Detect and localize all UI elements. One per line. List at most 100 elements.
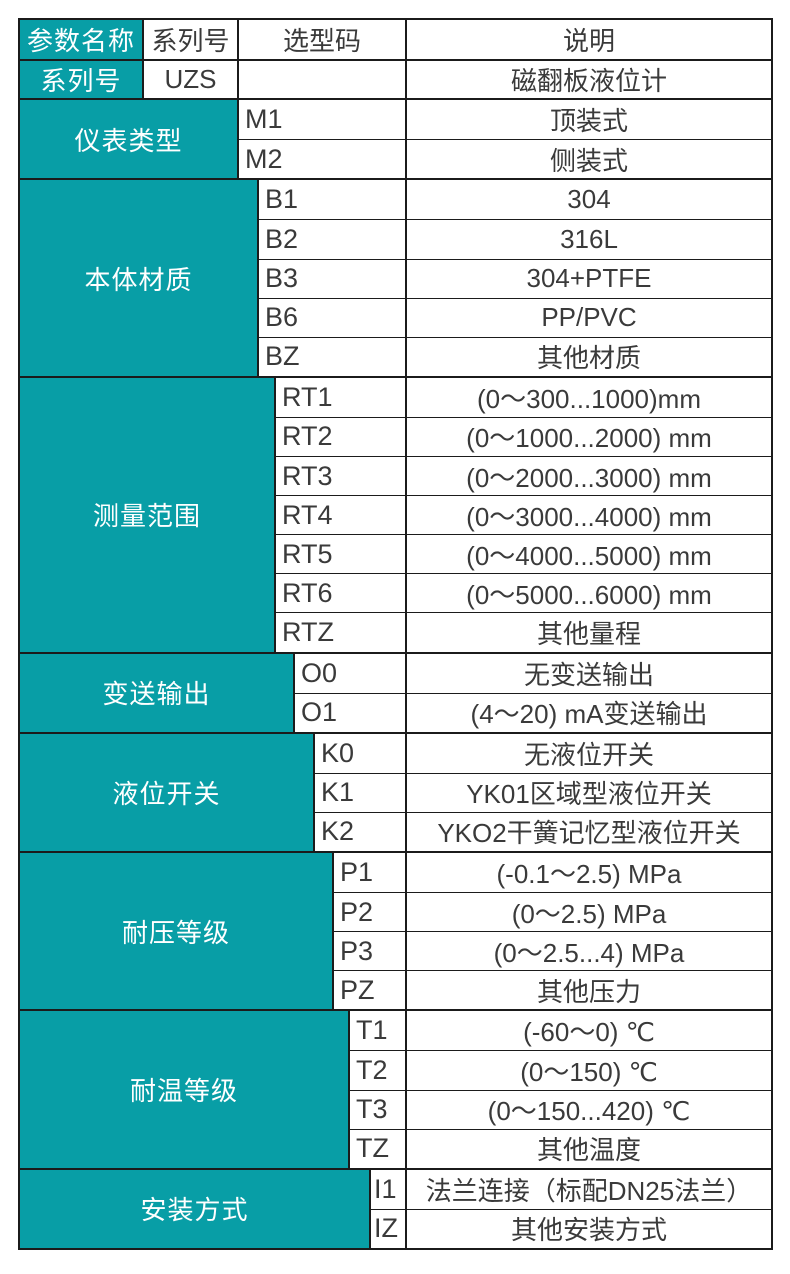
desc-cell: 304 bbox=[405, 180, 771, 220]
desc-cell: 法兰连接（标配DN25法兰） bbox=[405, 1169, 771, 1209]
code-cell: M2 bbox=[237, 140, 405, 179]
code-cell: PZ bbox=[332, 971, 405, 1010]
code-cell: O1 bbox=[293, 693, 405, 732]
table-row: P2 (0～2.5) MPa bbox=[332, 892, 771, 932]
desc-cell: 其他安装方式 bbox=[405, 1209, 771, 1248]
selection-table: 参数名称 系列号 选型码 说明 系列号 UZS 磁翻板液位计 仪表类型 M1 顶… bbox=[18, 18, 773, 1250]
table-row: T1 (-60～0) ℃ bbox=[348, 1011, 771, 1051]
desc-cell: (0～4000...5000) mm bbox=[405, 535, 771, 574]
table-row: IZ 其他安装方式 bbox=[369, 1208, 771, 1248]
table-row: P1 (-0.1～2.5) MPa bbox=[332, 852, 771, 893]
table-row: T3 (0～150...420) ℃ bbox=[348, 1089, 771, 1129]
code-cell: RT5 bbox=[274, 535, 405, 574]
table-row: I1 法兰连接（标配DN25法兰） bbox=[369, 1169, 771, 1209]
series-description: 磁翻板液位计 bbox=[405, 61, 771, 99]
series-empty-cell bbox=[237, 61, 405, 99]
table-row: T2 (0～150) ℃ bbox=[348, 1050, 771, 1090]
code-cell: K0 bbox=[313, 733, 405, 773]
desc-cell: (0～2.5...4) MPa bbox=[405, 932, 771, 971]
desc-cell: (4～20) mA变送输出 bbox=[405, 693, 771, 732]
series-label: 系列号 bbox=[20, 61, 142, 99]
table-row: RTZ 其他量程 bbox=[274, 612, 771, 652]
code-cell: B2 bbox=[257, 220, 405, 259]
group-transmitter-output: 变送输出 O0 无变送输出 O1 (4～20) mA变送输出 bbox=[20, 651, 771, 732]
code-cell: IZ bbox=[369, 1209, 405, 1248]
table-row: RT4 (0～3000...4000) mm bbox=[274, 495, 771, 535]
desc-cell: (0～2.5) MPa bbox=[405, 893, 771, 932]
table-row: B6 PP/PVC bbox=[257, 297, 771, 337]
table-row: RT1 (0～300...1000)mm bbox=[274, 377, 771, 417]
desc-cell: 304+PTFE bbox=[405, 259, 771, 298]
group-label: 耐压等级 bbox=[20, 852, 332, 1010]
table-row: K2 YKO2干簧记忆型液位开关 bbox=[313, 811, 771, 851]
table-row: P3 (0～2.5...4) MPa bbox=[332, 931, 771, 971]
table-row: B3 304+PTFE bbox=[257, 258, 771, 298]
code-cell: P3 bbox=[332, 932, 405, 971]
header-series-no: 系列号 bbox=[142, 20, 237, 60]
header-description: 说明 bbox=[405, 20, 771, 60]
code-cell: P1 bbox=[332, 852, 405, 893]
code-cell: K2 bbox=[313, 812, 405, 851]
code-cell: K1 bbox=[313, 773, 405, 812]
table-row: B1 304 bbox=[257, 180, 771, 220]
group-label: 液位开关 bbox=[20, 733, 313, 851]
desc-cell: (0～150...420) ℃ bbox=[405, 1090, 771, 1129]
group-label: 安装方式 bbox=[20, 1169, 369, 1248]
group-label: 测量范围 bbox=[20, 377, 274, 652]
code-cell: T3 bbox=[348, 1090, 405, 1129]
desc-cell: (0～3000...4000) mm bbox=[405, 496, 771, 535]
desc-cell: 无液位开关 bbox=[405, 733, 771, 773]
desc-cell: 其他材质 bbox=[405, 337, 771, 376]
header-selection-code: 选型码 bbox=[237, 20, 405, 60]
code-cell: TZ bbox=[348, 1129, 405, 1168]
desc-cell: 其他压力 bbox=[405, 971, 771, 1010]
table-row: TZ 其他温度 bbox=[348, 1128, 771, 1168]
desc-cell: (0～150) ℃ bbox=[405, 1051, 771, 1090]
table-row: K0 无液位开关 bbox=[313, 733, 771, 773]
code-cell: RT4 bbox=[274, 496, 405, 535]
group-measuring-range: 测量范围 RT1 (0～300...1000)mm RT2 (0～1000...… bbox=[20, 375, 771, 652]
code-cell: RT6 bbox=[274, 574, 405, 613]
code-cell: O0 bbox=[293, 653, 405, 693]
header-row: 参数名称 系列号 选型码 说明 bbox=[20, 20, 771, 60]
code-cell: T2 bbox=[348, 1051, 405, 1090]
desc-cell: (0～2000...3000) mm bbox=[405, 457, 771, 496]
table-row: B2 316L bbox=[257, 219, 771, 259]
code-cell: RT3 bbox=[274, 457, 405, 496]
desc-cell: (-0.1～2.5) MPa bbox=[405, 852, 771, 893]
table-row: RT6 (0～5000...6000) mm bbox=[274, 573, 771, 613]
desc-cell: (0～300...1000)mm bbox=[405, 377, 771, 417]
desc-cell: (0～1000...2000) mm bbox=[405, 417, 771, 457]
desc-cell: 316L bbox=[405, 220, 771, 259]
table-row: O0 无变送输出 bbox=[293, 653, 771, 693]
code-cell: RT2 bbox=[274, 417, 405, 457]
code-cell: B1 bbox=[257, 180, 405, 220]
code-cell: BZ bbox=[257, 337, 405, 376]
table-row: M2 侧装式 bbox=[237, 139, 771, 179]
header-param-name: 参数名称 bbox=[20, 20, 142, 60]
series-code: UZS bbox=[142, 61, 237, 99]
group-temperature-rating: 耐温等级 T1 (-60～0) ℃ T2 (0～150) ℃ T3 (0～150… bbox=[20, 1009, 771, 1168]
table-row: M1 顶装式 bbox=[237, 100, 771, 140]
table-row: RT5 (0～4000...5000) mm bbox=[274, 534, 771, 574]
group-level-switch: 液位开关 K0 无液位开关 K1 YK01区域型液位开关 K2 YKO2干簧记忆… bbox=[20, 731, 771, 851]
desc-cell: 无变送输出 bbox=[405, 653, 771, 693]
table-row: K1 YK01区域型液位开关 bbox=[313, 772, 771, 812]
code-cell: P2 bbox=[332, 893, 405, 932]
group-instrument-type: 仪表类型 M1 顶装式 M2 侧装式 bbox=[20, 98, 771, 179]
desc-cell: (-60～0) ℃ bbox=[405, 1011, 771, 1051]
desc-cell: YKO2干簧记忆型液位开关 bbox=[405, 812, 771, 851]
group-label: 仪表类型 bbox=[20, 100, 237, 179]
group-label: 变送输出 bbox=[20, 653, 293, 732]
desc-cell: PP/PVC bbox=[405, 298, 771, 337]
code-cell: I1 bbox=[369, 1169, 405, 1209]
code-cell: T1 bbox=[348, 1011, 405, 1051]
group-installation-type: 安装方式 I1 法兰连接（标配DN25法兰） IZ 其他安装方式 bbox=[20, 1167, 771, 1248]
desc-cell: 其他温度 bbox=[405, 1129, 771, 1168]
table-row: PZ 其他压力 bbox=[332, 970, 771, 1010]
group-label: 耐温等级 bbox=[20, 1011, 348, 1168]
desc-cell: 顶装式 bbox=[405, 100, 771, 140]
group-label: 本体材质 bbox=[20, 180, 257, 376]
code-cell: B6 bbox=[257, 298, 405, 337]
group-body-material: 本体材质 B1 304 B2 316L B3 304+PTFE B6 PP/PV… bbox=[20, 178, 771, 376]
